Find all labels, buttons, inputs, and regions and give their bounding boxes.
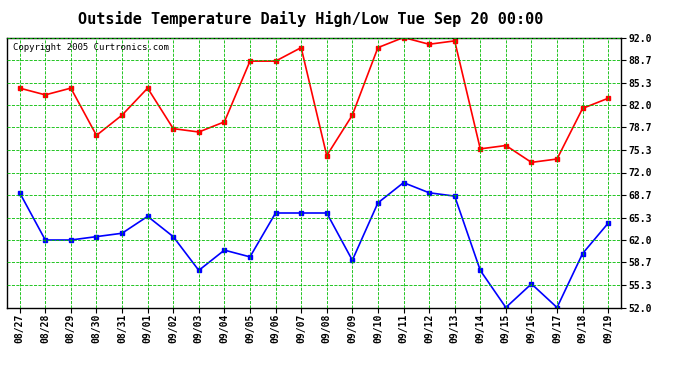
Text: Outside Temperature Daily High/Low Tue Sep 20 00:00: Outside Temperature Daily High/Low Tue S… (78, 11, 543, 27)
Text: Copyright 2005 Curtronics.com: Copyright 2005 Curtronics.com (13, 43, 169, 52)
